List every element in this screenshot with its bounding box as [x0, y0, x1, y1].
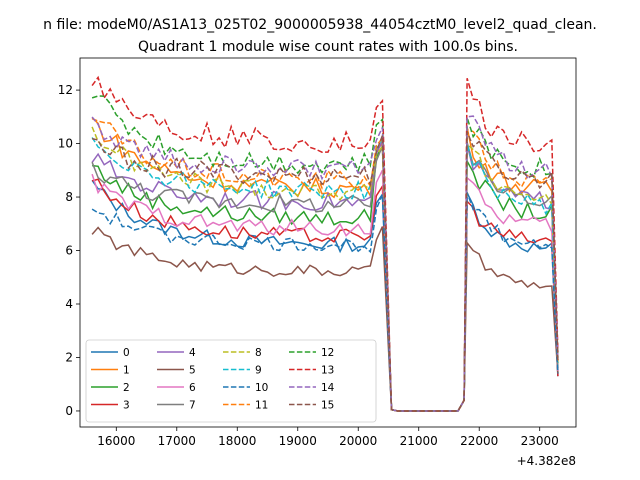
x-tick-label: 23000 — [521, 434, 559, 448]
legend-label-9: 9 — [255, 365, 262, 377]
x-axis: 16000 17000 18000 19000 20000 21000 22000 23000 — [97, 427, 559, 448]
y-tick-label: 2 — [65, 350, 73, 364]
y-tick-label: 10 — [58, 137, 73, 151]
chart-title: Quadrant 1 module wise count rates with … — [138, 39, 518, 55]
axes-frame — [79, 57, 577, 428]
series-line-1 — [91, 117, 559, 412]
legend-label-4: 4 — [189, 347, 196, 359]
series-line-9 — [91, 135, 559, 412]
x-tick-label: 20000 — [339, 434, 377, 448]
figure-suptitle: n file: modeM0/AS1A13_025T02_9000005938_… — [43, 17, 597, 33]
x-tick-label: 17000 — [158, 434, 196, 448]
legend-label-6: 6 — [189, 382, 196, 394]
series-line-5 — [91, 226, 559, 412]
series-line-12 — [91, 95, 559, 412]
y-tick-label: 4 — [65, 297, 73, 311]
legend-label-1: 1 — [123, 365, 130, 377]
x-offset-label: +4.382e8 — [517, 454, 576, 468]
series-line-3 — [91, 178, 559, 412]
legend-label-15: 15 — [321, 400, 334, 412]
series-line-6 — [91, 169, 559, 412]
series-line-14 — [91, 115, 559, 412]
x-tick-label: 19000 — [279, 434, 317, 448]
series-line-8 — [91, 126, 559, 412]
x-tick-label: 16000 — [97, 434, 135, 448]
series-line-2 — [92, 143, 559, 412]
series-line-15 — [91, 131, 559, 412]
legend-label-13: 13 — [321, 365, 334, 377]
y-tick-label: 6 — [65, 244, 73, 258]
legend-label-0: 0 — [123, 347, 130, 359]
legend-label-2: 2 — [123, 382, 130, 394]
legend-label-14: 14 — [321, 382, 335, 394]
series-line-7 — [91, 142, 559, 412]
legend-box — [85, 339, 377, 423]
legend-label-10: 10 — [255, 382, 268, 394]
legend-label-5: 5 — [189, 365, 196, 377]
legend-label-8: 8 — [255, 347, 262, 359]
series-layer — [91, 75, 559, 412]
y-tick-label: 12 — [58, 83, 73, 97]
x-tick-label: 18000 — [218, 434, 256, 448]
y-axis: 0 2 4 6 8 10 12 — [58, 83, 80, 418]
legend-label-3: 3 — [123, 400, 130, 412]
legend-label-12: 12 — [321, 347, 334, 359]
legend-label-7: 7 — [189, 400, 196, 412]
plot-area — [79, 57, 577, 428]
x-tick-label: 21000 — [400, 434, 438, 448]
legend-label-11: 11 — [255, 400, 268, 412]
y-tick-label: 0 — [65, 404, 73, 418]
series-line-10 — [91, 192, 559, 412]
series-line-13 — [91, 75, 559, 412]
y-tick-label: 8 — [65, 190, 73, 204]
series-line-0 — [91, 179, 559, 412]
x-tick-label: 22000 — [460, 434, 498, 448]
